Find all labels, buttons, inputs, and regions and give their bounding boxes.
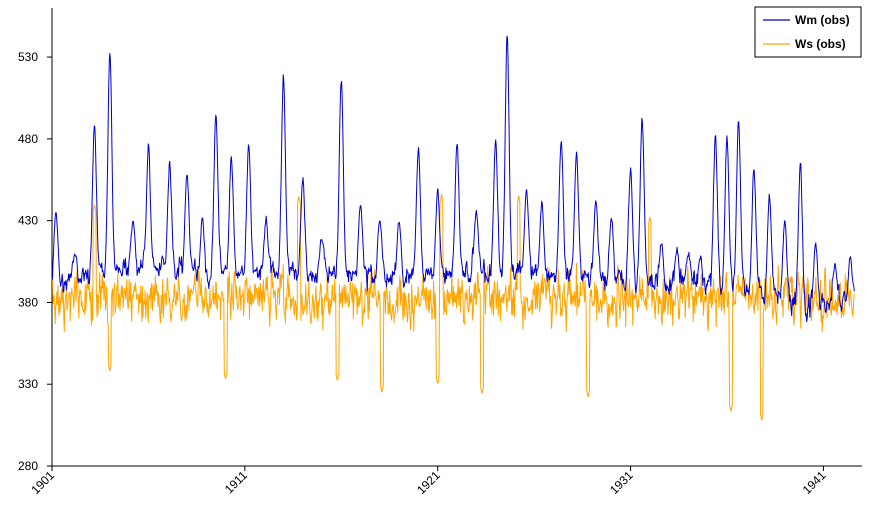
series-line-ws-obs: [51, 194, 855, 421]
legend: Wm (obs) Ws (obs): [754, 6, 862, 58]
x-tick-label: 1931: [607, 468, 636, 497]
y-tick-label: 430: [18, 214, 38, 228]
series-line-wm-obs: [51, 35, 855, 323]
y-axis-ticks: 280 330 380 430 480 530: [18, 50, 52, 473]
series-group: [51, 35, 855, 421]
y-tick-label: 380: [18, 295, 38, 309]
x-tick-label: 1911: [222, 468, 250, 496]
x-tick-label: 1941: [800, 468, 829, 497]
x-axis-ticks: 1901 1911 1921 1931 1941: [28, 466, 829, 497]
legend-box: [754, 6, 862, 58]
y-tick-label: 330: [18, 377, 38, 391]
x-tick-label: 1921: [414, 468, 443, 497]
y-tick-label: 480: [18, 132, 38, 146]
y-tick-label: 280: [18, 459, 38, 473]
legend-label-wm-obs: Wm (obs): [795, 13, 850, 27]
y-tick-label: 530: [18, 50, 38, 64]
legend-label-ws-obs: Ws (obs): [795, 37, 846, 51]
